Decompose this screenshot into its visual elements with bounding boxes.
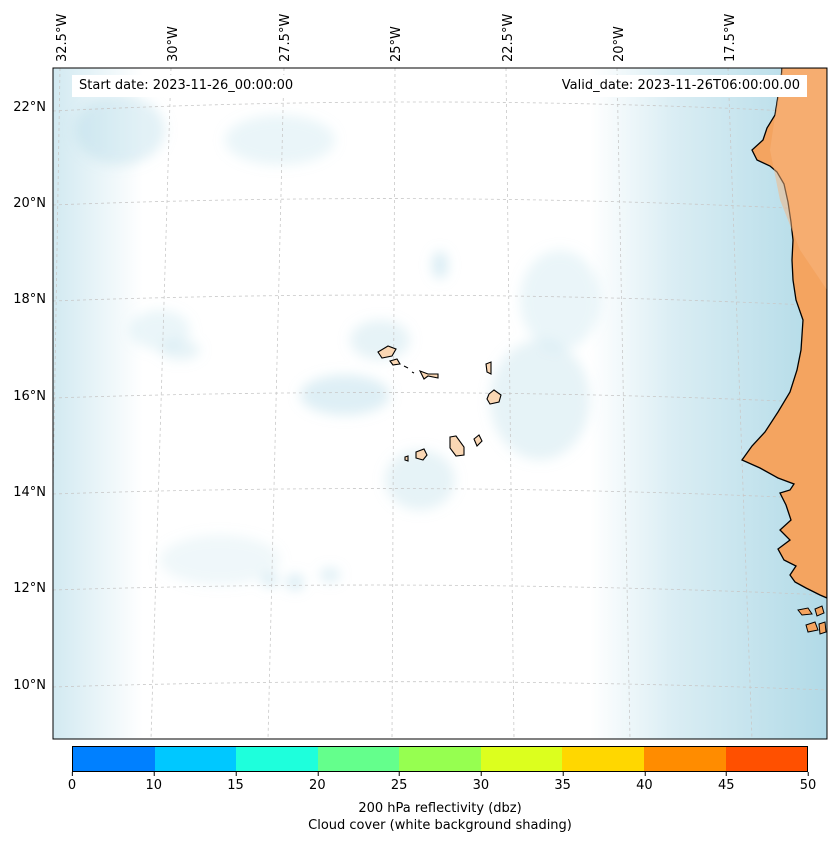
start-date-label: Start date: 2023-11-26_00:00:00: [72, 75, 301, 97]
colorbar-sublabel: Cloud cover (white background shading): [308, 818, 572, 833]
colorbar-tick-label: 15: [227, 778, 244, 793]
colorbar-tick: 45: [717, 772, 735, 793]
graticule: [53, 68, 827, 739]
longitude-labels: 32.5°W 30°W 27.5°W 25°W 22.5°W 20°W 17.5…: [55, 14, 738, 62]
colorbar-label: 200 hPa reflectivity (dbz): [358, 801, 522, 816]
lat-label: 10°N: [13, 678, 46, 693]
colorbar-tick: 10: [145, 772, 162, 793]
map-area: [53, 68, 827, 739]
lat-label: 20°N: [13, 196, 46, 211]
colorbar-tick: 0: [68, 772, 76, 793]
colorbar-segment: [236, 747, 318, 771]
colorbar-segment: [154, 747, 237, 771]
colorbar-segment: [562, 747, 644, 771]
colorbar-tick-label: 50: [799, 778, 817, 793]
colorbar-tick-label: 45: [717, 778, 735, 793]
colorbar-segment: [480, 747, 563, 771]
lat-label: 18°N: [13, 292, 46, 307]
colorbar-tick: 20: [309, 772, 326, 793]
colorbar-segment: [317, 747, 400, 771]
lon-label: 30°W: [166, 26, 181, 62]
colorbar-tick-label: 40: [636, 778, 653, 793]
colorbar-ticks: 0 10 15 20 25 30 35 40 45 50: [68, 772, 816, 793]
latitude-labels: 22°N 20°N 18°N 16°N 14°N 12°N 10°N: [13, 100, 46, 693]
colorbar-tick: 30: [472, 772, 490, 793]
colorbar-tick-label: 35: [554, 778, 571, 793]
lat-label: 12°N: [13, 581, 46, 596]
colorbar-segment: [643, 747, 726, 771]
colorbar-tick: 40: [636, 772, 653, 793]
colorbar-tick-label: 0: [67, 778, 77, 793]
lat-label: 16°N: [13, 389, 46, 404]
lat-label: 14°N: [13, 485, 46, 500]
lon-label: 27.5°W: [278, 14, 293, 62]
colorbar-segment: [725, 747, 808, 771]
colorbar-tick-label: 25: [390, 778, 408, 793]
lon-label: 20°W: [612, 26, 627, 62]
colorbar-segment: [73, 747, 155, 771]
colorbar-tick-label: 10: [145, 778, 163, 793]
cape-verde-islands: [377, 345, 502, 462]
lon-label: 17.5°W: [723, 14, 738, 62]
colorbar-tick-label: 30: [472, 778, 490, 793]
colorbar-tick: 50: [799, 772, 817, 793]
coastal-islands: [797, 605, 827, 635]
map-frame: [52, 67, 828, 740]
colorbar-segment: [399, 747, 481, 771]
lon-label: 25°W: [389, 26, 404, 62]
colorbar-tick: 15: [227, 772, 244, 793]
lon-label: 32.5°W: [55, 14, 70, 62]
lat-label: 22°N: [13, 100, 46, 115]
lon-label: 22.5°W: [501, 14, 516, 62]
colorbar-tick: 35: [554, 772, 571, 793]
land-highlight: [770, 68, 827, 290]
colorbar-tick-label: 20: [309, 778, 326, 793]
valid-date-label: Valid_date: 2023-11-26T06:00:00.00: [554, 75, 807, 97]
colorbar-tick: 25: [390, 772, 408, 793]
colorbar: [72, 746, 808, 772]
